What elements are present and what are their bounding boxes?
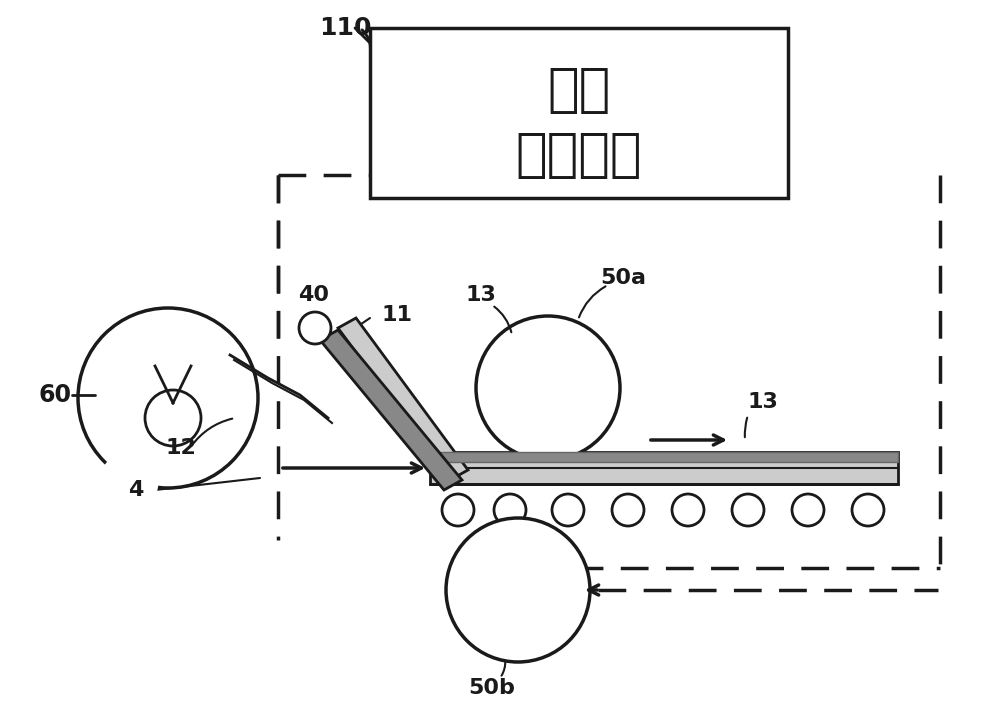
Polygon shape <box>338 318 468 480</box>
Polygon shape <box>320 330 462 490</box>
Bar <box>370 28 788 198</box>
Text: 控制单元: 控制单元 <box>516 129 642 181</box>
Text: 11: 11 <box>382 305 413 325</box>
Circle shape <box>672 494 704 526</box>
Circle shape <box>476 316 620 460</box>
Text: 4: 4 <box>128 480 143 500</box>
Circle shape <box>852 494 884 526</box>
Circle shape <box>552 494 584 526</box>
Text: 13: 13 <box>748 392 779 412</box>
Circle shape <box>612 494 644 526</box>
Text: 50b: 50b <box>469 678 515 698</box>
Text: 13: 13 <box>465 285 496 305</box>
Text: 速度: 速度 <box>547 64 611 116</box>
Circle shape <box>732 494 764 526</box>
Bar <box>430 452 898 462</box>
Bar <box>430 452 898 484</box>
Text: 50a: 50a <box>600 268 646 288</box>
Text: 12: 12 <box>165 438 196 458</box>
Circle shape <box>792 494 824 526</box>
Text: 60: 60 <box>38 383 71 407</box>
Circle shape <box>442 494 474 526</box>
Text: 110: 110 <box>319 16 371 40</box>
Circle shape <box>446 518 590 662</box>
Text: 40: 40 <box>298 285 329 305</box>
Circle shape <box>299 312 331 344</box>
Circle shape <box>494 494 526 526</box>
